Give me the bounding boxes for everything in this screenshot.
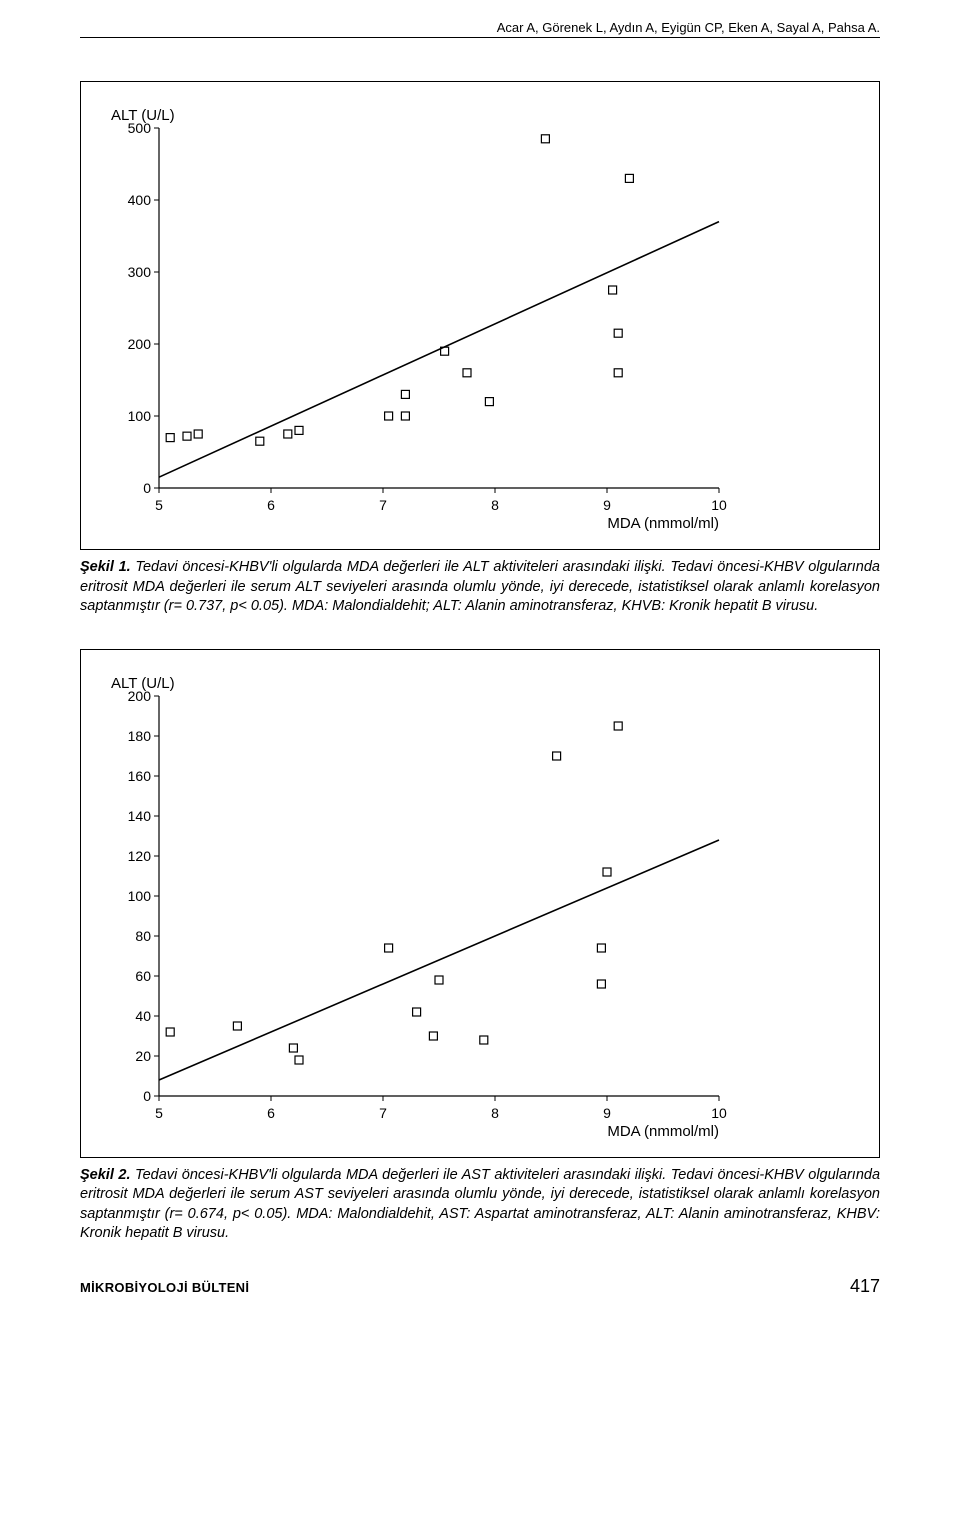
svg-text:120: 120 bbox=[128, 848, 152, 864]
svg-text:6: 6 bbox=[267, 497, 275, 513]
svg-text:9: 9 bbox=[603, 1105, 611, 1121]
svg-text:7: 7 bbox=[379, 497, 387, 513]
figure-1-chart: ALT (U/L)01002003004005005678910MDA (nmm… bbox=[99, 100, 861, 539]
figure-2-chart: ALT (U/L)0204060801001201401601802005678… bbox=[99, 668, 861, 1147]
footer-page-number: 417 bbox=[850, 1276, 880, 1297]
svg-text:9: 9 bbox=[603, 497, 611, 513]
svg-text:8: 8 bbox=[491, 1105, 499, 1121]
svg-text:100: 100 bbox=[128, 888, 152, 904]
svg-text:MDA (nmmol/ml): MDA (nmmol/ml) bbox=[607, 1123, 719, 1140]
svg-text:20: 20 bbox=[135, 1048, 151, 1064]
fig1-lead: Tedavi öncesi-KHBV'li olgularda MDA değe… bbox=[135, 559, 670, 575]
fig2-lead: Tedavi öncesi-KHBV'li olgularda MDA değe… bbox=[135, 1167, 671, 1183]
svg-text:0: 0 bbox=[143, 480, 151, 496]
svg-text:100: 100 bbox=[128, 408, 152, 424]
svg-text:80: 80 bbox=[135, 928, 151, 944]
svg-text:8: 8 bbox=[491, 497, 499, 513]
svg-text:MDA (nmmol/ml): MDA (nmmol/ml) bbox=[607, 515, 719, 532]
svg-text:200: 200 bbox=[128, 336, 152, 352]
svg-text:200: 200 bbox=[128, 688, 152, 704]
svg-text:140: 140 bbox=[128, 808, 152, 824]
svg-text:5: 5 bbox=[155, 497, 163, 513]
svg-text:180: 180 bbox=[128, 728, 152, 744]
svg-text:500: 500 bbox=[128, 120, 152, 136]
figure-2-box: ALT (U/L)0204060801001201401601802005678… bbox=[80, 649, 880, 1158]
svg-text:10: 10 bbox=[711, 1105, 727, 1121]
fig2-label: Şekil 2. bbox=[80, 1167, 131, 1183]
svg-text:10: 10 bbox=[711, 497, 727, 513]
svg-text:5: 5 bbox=[155, 1105, 163, 1121]
figure-1-caption: Şekil 1. Tedavi öncesi-KHBV'li olgularda… bbox=[80, 558, 880, 617]
svg-text:160: 160 bbox=[128, 768, 152, 784]
footer-journal: MİKROBİYOLOJİ BÜLTENİ bbox=[80, 1280, 249, 1295]
svg-text:7: 7 bbox=[379, 1105, 387, 1121]
svg-text:6: 6 bbox=[267, 1105, 275, 1121]
figure-1-box: ALT (U/L)01002003004005005678910MDA (nmm… bbox=[80, 81, 880, 550]
author-line: Acar A, Görenek L, Aydın A, Eyigün CP, E… bbox=[80, 20, 880, 35]
svg-text:400: 400 bbox=[128, 192, 152, 208]
svg-text:60: 60 bbox=[135, 968, 151, 984]
svg-text:40: 40 bbox=[135, 1008, 151, 1024]
svg-text:0: 0 bbox=[143, 1088, 151, 1104]
svg-text:300: 300 bbox=[128, 264, 152, 280]
fig1-label: Şekil 1. bbox=[80, 559, 131, 575]
figure-2-caption: Şekil 2. Tedavi öncesi-KHBV'li olgularda… bbox=[80, 1166, 880, 1244]
